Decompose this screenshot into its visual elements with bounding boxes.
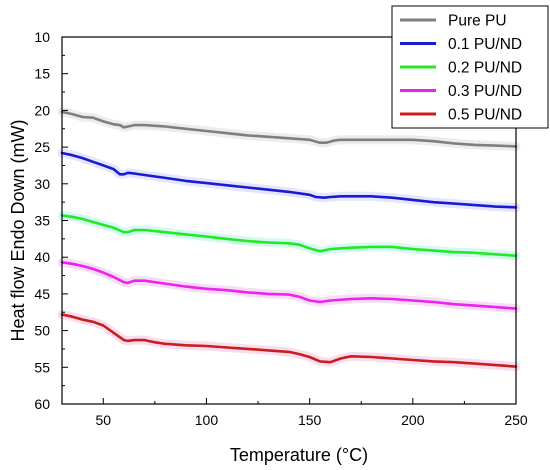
series-line-5 (60, 313, 518, 368)
series-line-3 (60, 214, 518, 257)
y-axis-title: Heat flow Endo Down (mW) (8, 119, 28, 341)
legend-label: 0.3 PU/ND (448, 83, 522, 100)
y-tick-label: 40 (34, 249, 50, 265)
y-tick-label: 25 (34, 139, 50, 155)
y-tick-label: 20 (34, 102, 50, 118)
y-tick-label: 15 (34, 66, 50, 82)
y-tick-label: 60 (34, 396, 50, 412)
y-tick-label: 45 (34, 286, 50, 302)
x-axis-title: Temperature (°C) (230, 445, 368, 465)
y-tick-label: 50 (34, 323, 50, 339)
x-tick-label: 250 (504, 412, 528, 428)
series-layer (60, 110, 518, 368)
y-tick-label: 35 (34, 213, 50, 229)
series-line-4 (60, 260, 518, 310)
axes-layer: 50 100 150 200 250 10 15 20 25 30 35 40 45 50 55 60 (34, 29, 527, 428)
y-tick-label: 55 (34, 359, 50, 375)
y-tick-label: 10 (34, 29, 50, 45)
legend-label: Pure PU (448, 13, 507, 30)
series-line-2 (60, 151, 518, 209)
x-tick-label: 200 (401, 412, 425, 428)
x-tick-label: 100 (195, 412, 219, 428)
series-line-1 (60, 110, 518, 148)
legend-label: 0.1 PU/ND (448, 36, 522, 53)
legend: Pure PU 0.1 PU/ND 0.2 PU/ND 0.3 PU/ND 0.5 PU… (391, 5, 549, 129)
legend-label: 0.2 PU/ND (448, 60, 522, 77)
x-tick-label: 50 (95, 412, 111, 428)
x-tick-label: 150 (298, 412, 322, 428)
legend-label: 0.5 PU/ND (448, 107, 522, 124)
y-tick-label: 30 (34, 176, 50, 192)
